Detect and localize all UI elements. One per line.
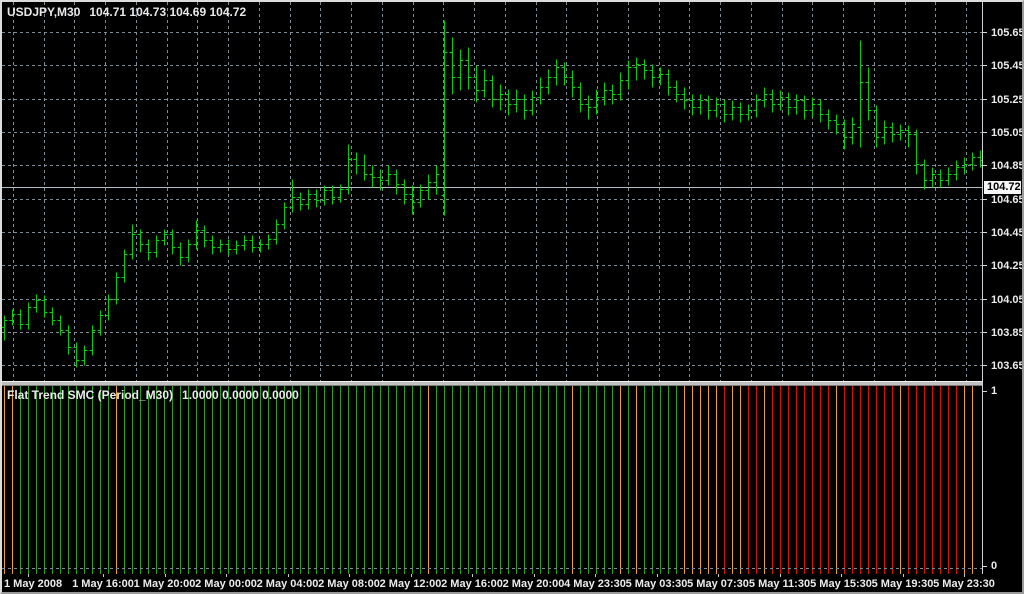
time-axis-tick (411, 574, 412, 577)
time-axis[interactable]: 1 May 2008 1 May 16:00 1 May 20:00 2 May 00… (2, 574, 1022, 592)
chart-title: USDJPY,M30 104.71 104.73 104.69 104.72 (7, 5, 246, 19)
price-axis-tick (983, 332, 987, 333)
time-axis-label: 5 May 11:30 (748, 578, 811, 590)
price-axis[interactable]: 104.72 105.65 105.45 105.25 105.05 104.85 104… (982, 2, 1022, 574)
time-axis-label: 2 May 04:00 (256, 578, 319, 590)
indicator-canvas[interactable] (2, 386, 982, 574)
symbol-timeframe-label: USDJPY,M30 (7, 5, 81, 19)
time-axis-tick (288, 574, 289, 577)
price-axis-tick (983, 265, 987, 266)
price-axis-label: 104.65 (991, 193, 1024, 206)
price-axis-tick (983, 391, 987, 392)
ohlc-values-label: 104.71 104.73 104.69 104.72 (89, 5, 247, 19)
time-axis-label: 2 May 00:00 (195, 578, 257, 590)
price-axis-label: 105.45 (991, 59, 1024, 72)
price-chart-canvas[interactable] (2, 2, 982, 381)
time-axis-label: 5 May 03:30 (625, 578, 688, 590)
time-axis-label: 1 May 16:00 (72, 578, 134, 590)
price-axis-tick (983, 566, 987, 567)
time-axis-tick (780, 574, 781, 577)
ohlc-bars-series (2, 20, 982, 368)
price-axis-label: 105.05 (991, 126, 1024, 139)
price-axis-label: 104.25 (991, 259, 1024, 272)
time-axis-label: 5 May 23:30 (933, 578, 995, 590)
indicator-panel[interactable]: Flat Trend SMC (Period_M30) 1.0000 0.0000… (2, 386, 982, 574)
indicator-histogram-down (724, 386, 957, 574)
price-axis-tick (983, 232, 987, 233)
current-price-badge: 104.72 (983, 179, 1022, 195)
price-axis-tick (983, 199, 987, 200)
indicator-histogram-up (20, 386, 677, 574)
time-axis-label: 2 May 20:00 (502, 578, 565, 590)
indicator-name-label: Flat Trend SMC (Period_M30) (7, 388, 174, 402)
price-axis-label: 105.65 (991, 26, 1024, 39)
time-axis-tick (903, 574, 904, 577)
price-axis-tick (983, 99, 987, 100)
indicator-values-label: 1.0000 0.0000 0.0000 (182, 388, 299, 402)
indicator-title: Flat Trend SMC (Period_M30) 1.0000 0.0000… (7, 388, 299, 402)
time-axis-label: 1 May 2008 (4, 578, 63, 590)
time-axis-tick (718, 574, 719, 577)
time-axis-label: 5 May 15:30 (810, 578, 872, 590)
indicator-histogram-flat (4, 386, 973, 574)
price-axis-label: 103.65 (991, 359, 1024, 372)
time-axis-tick (657, 574, 658, 577)
price-axis-tick (983, 165, 987, 166)
time-axis-tick (841, 574, 842, 577)
time-axis-tick (534, 574, 535, 577)
time-axis-label: 2 May 16:00 (441, 578, 503, 590)
time-axis-label: 1 May 20:00 (133, 578, 196, 590)
price-axis-tick (983, 32, 987, 33)
time-axis-label: 2 May 08:00 (318, 578, 380, 590)
time-axis-tick (28, 574, 29, 577)
time-axis-label: 5 May 07:30 (687, 578, 749, 590)
price-axis-label: 104.05 (991, 293, 1024, 306)
price-axis-tick (983, 132, 987, 133)
time-axis-tick (165, 574, 166, 577)
time-axis-label: 5 May 19:30 (871, 578, 934, 590)
price-axis-tick (983, 65, 987, 66)
price-axis-tick (983, 365, 987, 366)
time-axis-label: 4 May 23:30 (564, 578, 626, 590)
time-axis-label: 2 May 12:00 (379, 578, 442, 590)
time-axis-tick (964, 574, 965, 577)
grid-lines (2, 2, 982, 381)
indicator-scale-max: 1 (991, 385, 998, 397)
price-chart-panel[interactable]: USDJPY,M30 104.71 104.73 104.69 104.72 (2, 2, 982, 381)
price-axis-tick (983, 299, 987, 300)
time-axis-tick (103, 574, 104, 577)
indicator-scale-min: 0 (991, 560, 998, 572)
time-axis-tick (595, 574, 596, 577)
time-axis-tick (472, 574, 473, 577)
price-axis-label: 103.85 (991, 326, 1024, 339)
price-axis-label: 104.85 (991, 159, 1024, 172)
price-axis-label: 105.25 (991, 93, 1024, 106)
time-axis-tick (226, 574, 227, 577)
panel-splitter[interactable] (2, 381, 982, 386)
price-axis-label: 104.45 (991, 226, 1024, 239)
time-axis-tick (349, 574, 350, 577)
